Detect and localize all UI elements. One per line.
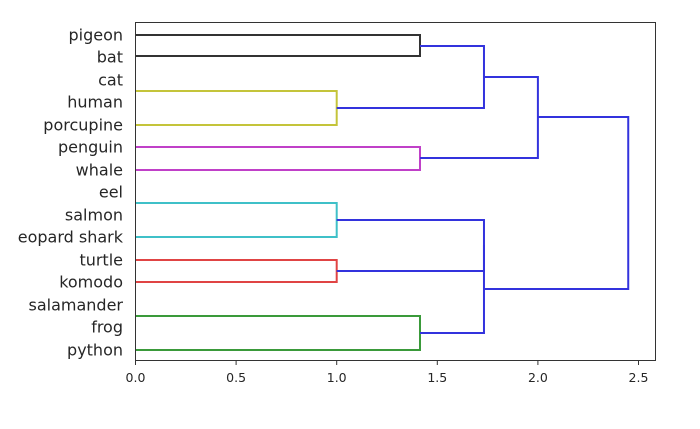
dendrogram-link: [135, 34, 421, 57]
dendrogram-link: [483, 116, 630, 290]
leaf-label: porcupine: [43, 116, 123, 135]
dendrogram-link: [135, 315, 421, 351]
leaf-label: bat: [97, 48, 123, 67]
leaf-label: human: [67, 93, 123, 112]
leaf-label: komodo: [59, 273, 123, 292]
leaf-label: frog: [91, 318, 123, 337]
dendrogram-link: [336, 219, 485, 272]
dendrogram-link: [135, 202, 338, 238]
x-tick-label: 0.5: [226, 370, 246, 385]
leaf-label: eopard shark: [18, 228, 124, 247]
leaf-label: python: [67, 341, 123, 360]
leaf-label: salmon: [65, 206, 123, 225]
dendrogram-link: [135, 146, 421, 171]
x-tick-label: 1.5: [427, 370, 447, 385]
leaf-label: salamander: [29, 296, 124, 315]
x-tick-label: 0.0: [126, 370, 146, 385]
leaf-label: turtle: [79, 251, 123, 270]
leaf-label: whale: [76, 161, 123, 180]
x-tick-label: 1.0: [327, 370, 347, 385]
x-tick-label: 2.0: [528, 370, 548, 385]
dendrogram-link: [419, 245, 485, 334]
leaf-label: cat: [98, 71, 123, 90]
dendrogram-link: [336, 45, 485, 109]
leaf-label: pigeon: [68, 26, 123, 45]
leaf-label: penguin: [58, 138, 123, 157]
leaf-labels: pigeon bat cat human porcupine penguin whale ee…: [18, 26, 124, 360]
dendrogram-link: [419, 76, 539, 159]
dendrogram-link: [135, 90, 338, 126]
leaf-label: eel: [99, 183, 123, 202]
dendrogram-link: [135, 259, 338, 283]
x-axis-ticks: 0.0 0.5 1.0 1.5 2.0 2.5: [126, 360, 649, 385]
x-tick-label: 2.5: [629, 370, 649, 385]
dendrogram-links: [135, 34, 630, 351]
axes-frame: [135, 22, 656, 361]
